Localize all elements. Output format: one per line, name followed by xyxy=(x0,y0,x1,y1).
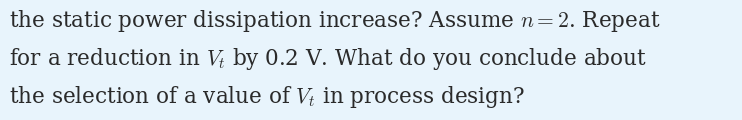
Text: the static power dissipation increase? Assume $n = 2$. Repeat: the static power dissipation increase? A… xyxy=(9,8,660,34)
Text: for a reduction in $V_t$ by 0.2 V. What do you conclude about: for a reduction in $V_t$ by 0.2 V. What … xyxy=(9,46,647,72)
Text: the selection of a value of $V_t$ in process design?: the selection of a value of $V_t$ in pro… xyxy=(9,84,525,110)
